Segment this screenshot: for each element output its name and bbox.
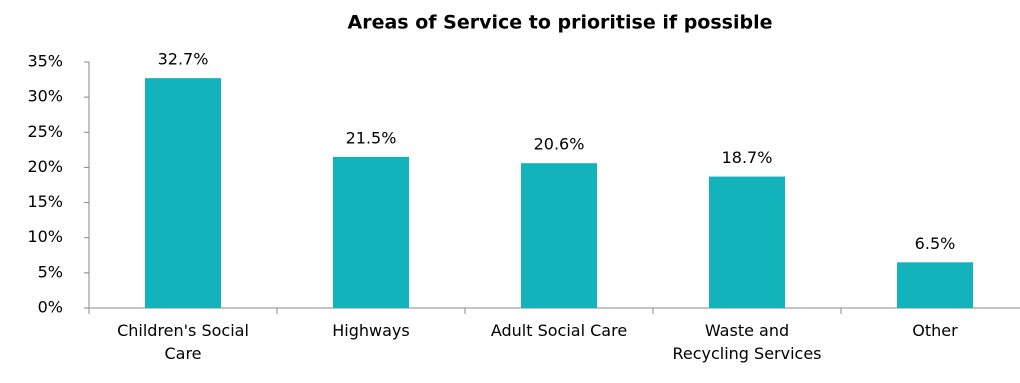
bar <box>521 163 597 308</box>
value-label: 6.5% <box>915 234 956 253</box>
x-tick-label: Adult Social Care <box>490 321 628 340</box>
x-tick-label: Waste and Recycling Services <box>672 321 822 363</box>
y-tick-label: 20% <box>27 157 63 176</box>
bar <box>333 156 409 308</box>
value-label: 32.7% <box>158 50 209 69</box>
value-label: 18.7% <box>722 148 773 167</box>
bar <box>145 78 221 308</box>
value-label: 20.6% <box>534 135 585 154</box>
y-tick-label: 30% <box>27 87 63 106</box>
y-tick-label: 35% <box>27 52 63 71</box>
y-tick-label: 0% <box>38 298 63 317</box>
y-tick-label: 5% <box>38 262 63 281</box>
x-tick-label: Other <box>912 321 958 340</box>
bar <box>897 262 973 308</box>
y-tick-label: 25% <box>27 122 63 141</box>
bar <box>709 176 785 308</box>
y-tick-label: 10% <box>27 227 63 246</box>
x-tick-label: Highways <box>332 321 410 340</box>
chart-title: Areas of Service to prioritise if possib… <box>348 12 773 34</box>
x-tick-label: Children's Social Care <box>117 321 249 363</box>
value-label: 21.5% <box>346 128 397 147</box>
y-tick-label: 15% <box>27 192 63 211</box>
